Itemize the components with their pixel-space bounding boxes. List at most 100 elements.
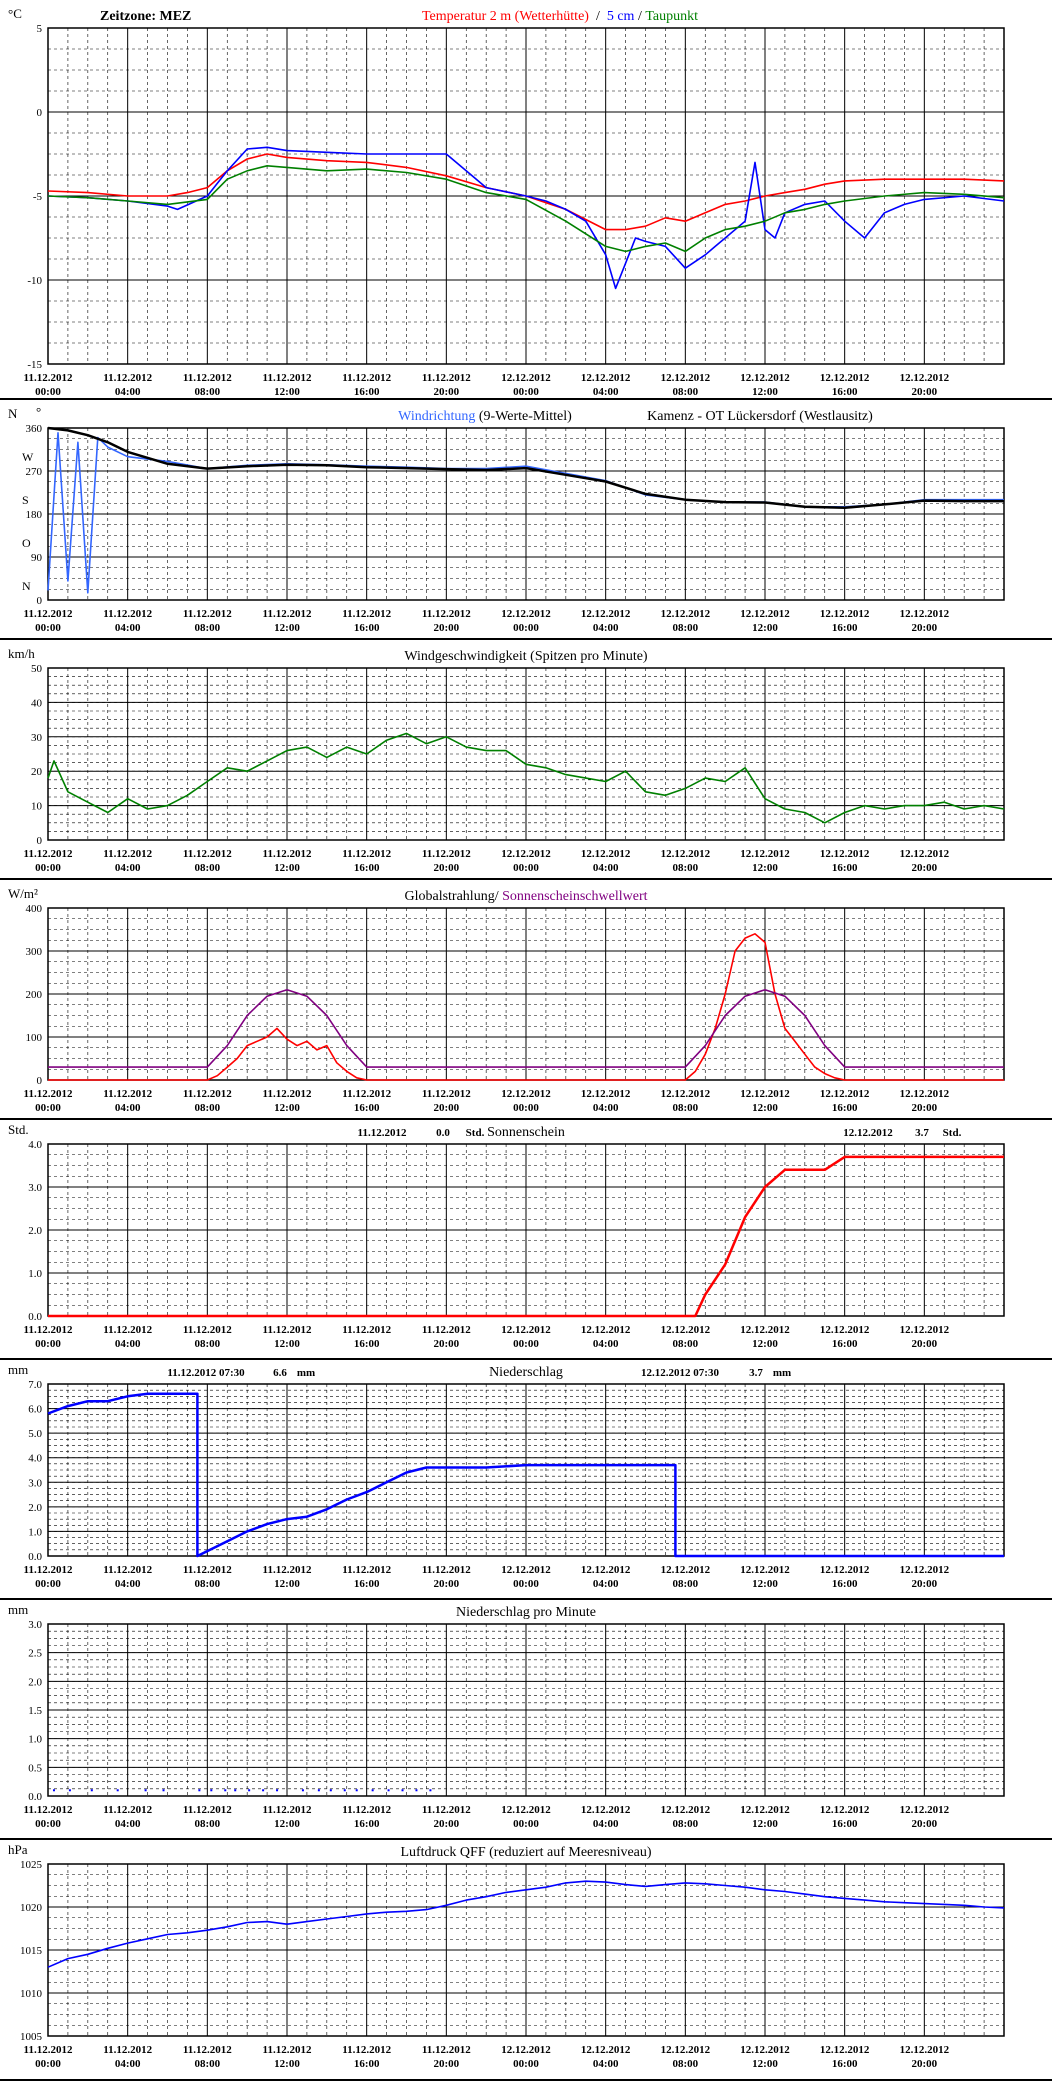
- x-tick-hour: 04:00: [593, 622, 619, 634]
- x-tick-hour: 12:00: [274, 2058, 300, 2070]
- x-tick-date: 12.12.2012: [900, 848, 950, 860]
- x-tick-date: 11.12.2012: [183, 848, 232, 860]
- x-tick-hour: 16:00: [354, 622, 380, 634]
- x-tick-date: 12.12.2012: [661, 1804, 711, 1816]
- data-point: [262, 1789, 265, 1792]
- x-tick-hour: 04:00: [115, 1102, 141, 1114]
- y-tick-label: 2.5: [28, 1648, 42, 1660]
- series-line-radiation-0: [48, 932, 1004, 1081]
- series-line-windspeed-0: [47, 732, 1005, 824]
- data-point: [343, 1789, 346, 1792]
- x-tick-date: 11.12.2012: [263, 1564, 312, 1576]
- x-tick-date: 11.12.2012: [103, 372, 152, 384]
- x-tick-date: 11.12.2012: [103, 608, 152, 620]
- x-tick-hour: 16:00: [832, 386, 858, 398]
- x-tick-date: 12.12.2012: [501, 2044, 551, 2056]
- x-tick-date: 11.12.2012: [342, 372, 391, 384]
- x-tick-hour: 20:00: [433, 862, 459, 874]
- y-tick-label: -10: [27, 275, 42, 287]
- x-tick-hour: 08:00: [672, 1578, 698, 1590]
- x-tick-date: 12.12.2012: [581, 1804, 631, 1816]
- y-tick-label: 300: [26, 946, 43, 958]
- x-tick-date: 12.12.2012: [501, 1324, 551, 1336]
- y-tick-label: 4.0: [28, 1139, 42, 1151]
- x-tick-date: 12.12.2012: [581, 1324, 631, 1336]
- x-tick-date: 11.12.2012: [263, 848, 312, 860]
- chart-panel-winddir: 360 270 180 90 0 11.12.2012 00:00 11.12.2012 04:…: [0, 400, 1052, 640]
- x-tick-date: 11.12.2012: [103, 1088, 152, 1100]
- x-tick-hour: 20:00: [433, 386, 459, 398]
- x-tick-date: 11.12.2012: [342, 1804, 391, 1816]
- x-tick-date: 12.12.2012: [820, 1088, 870, 1100]
- x-tick-hour: 04:00: [115, 2058, 141, 2070]
- x-tick-date: 12.12.2012: [581, 608, 631, 620]
- x-tick-date: 11.12.2012: [183, 2044, 232, 2056]
- x-tick-hour: 20:00: [433, 1818, 459, 1830]
- x-tick-date: 12.12.2012: [820, 608, 870, 620]
- chart-title: Windrichtung (9-Werte-Mittel): [398, 409, 572, 424]
- y-tick-label: 3.0: [28, 1477, 42, 1489]
- y-tick-label: 180: [26, 509, 43, 521]
- chart-panel-temp: 5 0 -5 -10 -15 11.12.2012 00:00 11.12.2012 04:00…: [0, 0, 1052, 400]
- x-tick-date: 11.12.2012: [342, 1088, 391, 1100]
- x-tick-date: 12.12.2012: [900, 372, 950, 384]
- x-tick-hour: 20:00: [911, 1578, 937, 1590]
- y-axis-unit: hPa: [8, 1842, 28, 1857]
- x-tick-date: 12.12.2012: [501, 1564, 551, 1576]
- x-tick-date: 12.12.2012: [661, 1564, 711, 1576]
- y-tick-label: 1020: [20, 1902, 43, 1914]
- plot-frame: [47, 667, 1005, 841]
- y-tick-label: 6.0: [28, 1404, 42, 1416]
- x-tick-date: 11.12.2012: [103, 1324, 152, 1336]
- y-tick-label: 1010: [20, 1988, 43, 2000]
- data-point: [234, 1789, 237, 1792]
- day2-value: 3.7: [915, 1127, 929, 1139]
- x-tick-hour: 08:00: [672, 1102, 698, 1114]
- x-tick-date: 11.12.2012: [24, 848, 73, 860]
- x-tick-hour: 16:00: [354, 1578, 380, 1590]
- x-tick-date: 12.12.2012: [900, 1804, 950, 1816]
- x-tick-date: 12.12.2012: [581, 1088, 631, 1100]
- y-tick-label: 5.0: [28, 1428, 42, 1440]
- x-tick-hour: 12:00: [274, 1818, 300, 1830]
- x-tick-hour: 00:00: [35, 386, 61, 398]
- x-tick-date: 12.12.2012: [581, 1564, 631, 1576]
- x-tick-date: 11.12.2012: [263, 608, 312, 620]
- y-tick-label: 7.0: [28, 1379, 42, 1391]
- x-tick-hour: 12:00: [274, 386, 300, 398]
- x-tick-date: 11.12.2012: [263, 2044, 312, 2056]
- x-tick-hour: 04:00: [115, 622, 141, 634]
- series-line-winddir-1: [47, 426, 1004, 510]
- chart-title: Luftdruck QFF (reduziert auf Meeresnivea…: [400, 1845, 651, 1860]
- y-tick-label: 50: [31, 663, 43, 675]
- data-point: [355, 1789, 358, 1792]
- x-tick-hour: 20:00: [433, 1102, 459, 1114]
- compass-label: O: [22, 536, 31, 550]
- x-tick-hour: 00:00: [35, 1338, 61, 1350]
- x-tick-hour: 00:00: [513, 862, 539, 874]
- x-tick-hour: 12:00: [274, 622, 300, 634]
- x-tick-hour: 20:00: [433, 1338, 459, 1350]
- x-tick-date: 11.12.2012: [183, 1564, 232, 1576]
- y-tick-label: 0.5: [28, 1762, 42, 1774]
- x-tick-hour: 08:00: [672, 622, 698, 634]
- x-tick-date: 12.12.2012: [900, 2044, 950, 2056]
- y-tick-label: 1005: [20, 2031, 43, 2043]
- x-tick-hour: 12:00: [752, 1102, 778, 1114]
- y-tick-label: 2.0: [28, 1676, 42, 1688]
- y-tick-label: 400: [26, 903, 43, 915]
- compass-label: S: [22, 493, 29, 507]
- x-tick-hour: 16:00: [832, 1102, 858, 1114]
- day1-label: 11.12.2012: [358, 1127, 407, 1139]
- series-line-pressure-0: [47, 1880, 1005, 1968]
- x-tick-hour: 08:00: [194, 1102, 220, 1114]
- x-tick-hour: 00:00: [513, 1102, 539, 1114]
- data-point: [415, 1789, 418, 1792]
- x-tick-date: 12.12.2012: [740, 2044, 790, 2056]
- x-tick-date: 11.12.2012: [24, 1564, 73, 1576]
- x-tick-hour: 20:00: [911, 1818, 937, 1830]
- x-tick-date: 12.12.2012: [501, 1804, 551, 1816]
- data-point: [90, 1789, 93, 1792]
- x-tick-hour: 00:00: [513, 1578, 539, 1590]
